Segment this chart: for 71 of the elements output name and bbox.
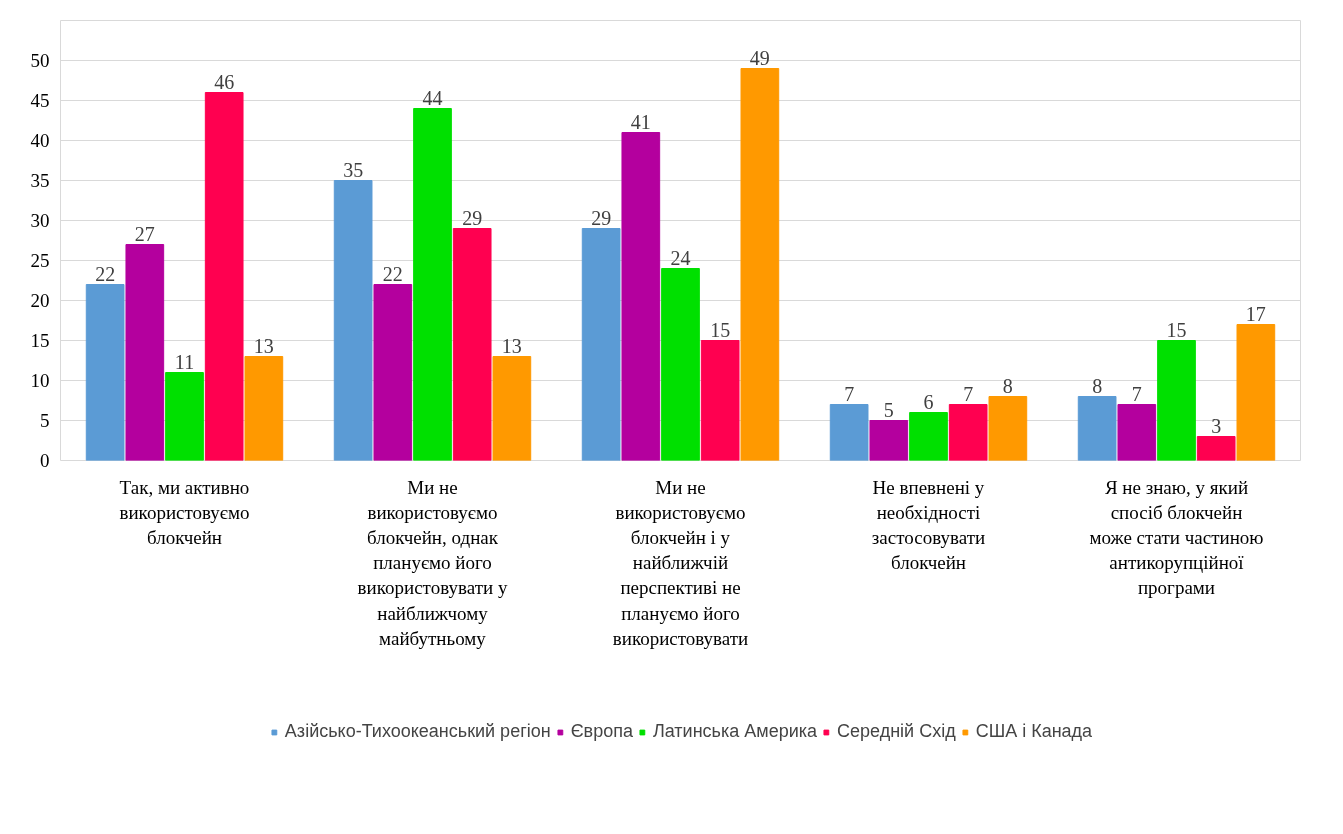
bar [1236, 324, 1276, 461]
y-tick-label: 20 [30, 290, 50, 311]
legend-label: Латинська Америка [652, 721, 818, 742]
bar [621, 132, 661, 461]
data-label: 27 [134, 222, 155, 245]
bar [244, 356, 284, 461]
bar [829, 404, 869, 461]
y-tick-label: 35 [30, 170, 50, 191]
y-tick-label: 45 [30, 90, 50, 111]
data-label: 49 [749, 46, 770, 69]
bar [333, 180, 373, 461]
data-label: 7 [963, 382, 974, 405]
legend-label: США і Канада [975, 721, 1093, 742]
y-tick-label: 40 [30, 130, 50, 151]
bar [1117, 404, 1157, 461]
bar [413, 108, 452, 461]
data-label: 46 [214, 70, 235, 93]
legend-label: Європа [570, 721, 633, 742]
data-label: 44 [422, 86, 443, 109]
legend-label: Середній Схід [837, 721, 956, 742]
data-label: 8 [1002, 374, 1013, 397]
data-label: 35 [343, 158, 364, 181]
y-tick-label: 30 [30, 210, 50, 231]
data-label: 13 [501, 334, 522, 357]
data-label: 29 [591, 206, 612, 229]
bar [700, 340, 740, 461]
bar [948, 404, 988, 461]
bar [125, 244, 165, 461]
bar [869, 420, 909, 461]
x-tick-label: Так, ми активно використовуємо блокчейн [119, 476, 250, 548]
data-label: 7 [1131, 382, 1142, 405]
data-label: 3 [1211, 414, 1222, 437]
y-tick-label: 10 [30, 370, 50, 391]
data-label: 8 [1092, 374, 1103, 397]
bar [988, 396, 1028, 461]
x-tick-label: Ми не використовуємо блокчейн і у найближчій перспективі не плануємо його використовувати [612, 476, 749, 649]
bar [581, 228, 621, 461]
data-label: 15 [710, 318, 731, 341]
x-tick-label: Я не знаю, у який спосіб блокчейн може стати частиною антикорупційної програми [1089, 476, 1264, 599]
data-label: 5 [883, 398, 894, 421]
data-label: 17 [1245, 302, 1266, 325]
legend-label: Азійсько-Тихоокеанський регіон [284, 721, 551, 742]
y-tick-label: 0 [40, 450, 50, 471]
bar [373, 284, 413, 461]
data-label: 15 [1166, 318, 1187, 341]
bar [1157, 340, 1196, 461]
bar [1196, 436, 1236, 461]
x-tick-label: Не впевнені у необхідності застосовувати блокчейн [871, 476, 986, 574]
bar [85, 284, 125, 461]
data-label: 13 [253, 334, 274, 357]
bar [909, 412, 948, 461]
data-label: 22 [382, 262, 403, 285]
data-label: 22 [95, 262, 116, 285]
data-label: 24 [670, 246, 691, 269]
data-label: 7 [844, 382, 855, 405]
bar [492, 356, 532, 461]
bar [204, 92, 244, 461]
y-tick-label: 15 [30, 330, 50, 351]
y-tick-label: 50 [30, 50, 50, 71]
bar [1077, 396, 1117, 461]
bar [661, 268, 700, 461]
bar [165, 372, 204, 461]
data-label: 41 [630, 110, 651, 133]
bar [452, 228, 492, 461]
data-label: 29 [462, 206, 483, 229]
data-label: 11 [174, 350, 195, 373]
bar [740, 68, 780, 461]
data-label: 6 [923, 390, 934, 413]
y-tick-label: 25 [30, 250, 50, 271]
y-tick-label: 5 [40, 410, 50, 431]
x-tick-label: Ми не використовуємо блокчейн, однак плануємо його використовувати у найближчому майбутньому [357, 476, 508, 649]
